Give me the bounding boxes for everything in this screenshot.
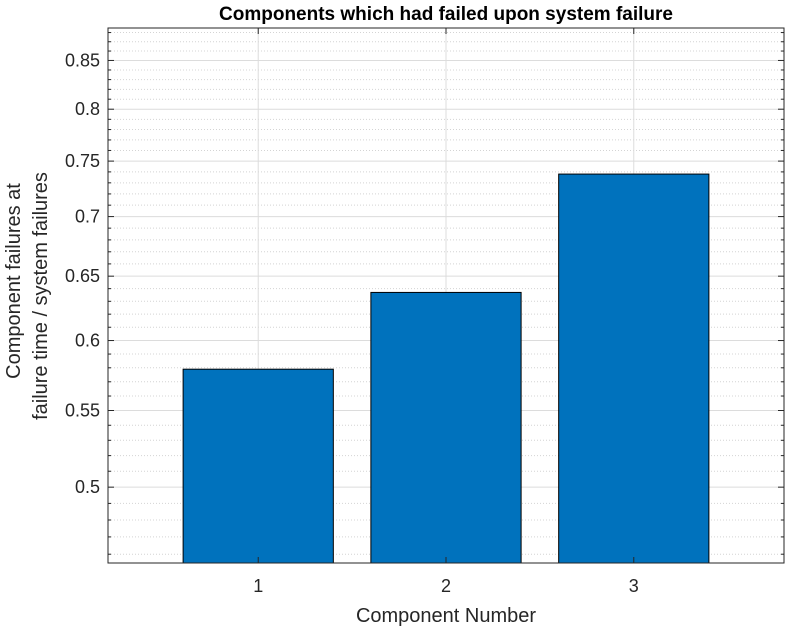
x-tick-label: 2 [441, 576, 451, 596]
bar-component-3 [558, 173, 710, 564]
y-tick-label: 0.5 [75, 477, 100, 497]
y-axis-label: Component failures at failure time / sys… [3, 172, 52, 420]
y-tick-label: 0.6 [75, 331, 100, 351]
y-axis-label-line-1: Component failures at [3, 183, 25, 379]
y-tick-label: 0.75 [65, 151, 100, 171]
y-axis-label-line-2: failure time / system failures [30, 172, 52, 420]
x-tick-label: 3 [629, 576, 639, 596]
y-tick-label: 0.55 [65, 401, 100, 421]
x-tick-labels: 1 2 3 [253, 576, 639, 596]
y-tick-label: 0.65 [65, 266, 100, 286]
bar-component-1 [182, 368, 334, 564]
ticks [108, 28, 784, 563]
bars [182, 173, 710, 564]
x-tick-label: 1 [253, 576, 263, 596]
x-axis-label: Component Number [356, 605, 536, 627]
bar-component-2 [370, 291, 522, 564]
y-tick-labels: 0.5 0.55 0.6 0.65 0.7 0.75 0.8 0.85 [65, 50, 100, 497]
y-tick-label: 0.7 [75, 207, 100, 227]
y-tick-label: 0.8 [75, 99, 100, 119]
y-tick-label: 0.85 [65, 50, 100, 70]
chart-title: Components which had failed upon system … [219, 4, 673, 25]
